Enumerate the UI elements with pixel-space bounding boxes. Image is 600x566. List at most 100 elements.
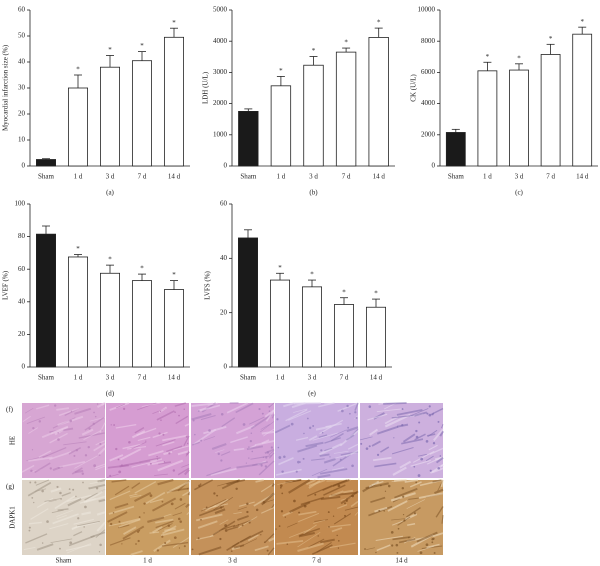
fiber bbox=[172, 537, 190, 549]
fiber bbox=[26, 416, 46, 424]
fiber bbox=[131, 460, 157, 468]
fiber bbox=[293, 408, 308, 413]
panel-label: (c) bbox=[515, 189, 523, 197]
nucleus bbox=[344, 502, 346, 505]
fiber bbox=[109, 454, 124, 462]
nucleus bbox=[174, 411, 176, 413]
fiber bbox=[191, 402, 214, 408]
fiber bbox=[289, 528, 311, 538]
nucleus bbox=[59, 491, 62, 495]
error-bar bbox=[342, 47, 351, 53]
y-tick-label: 100 bbox=[15, 200, 26, 208]
y-tick-label: 0 bbox=[22, 162, 26, 170]
y-tick-label: 6000 bbox=[421, 68, 436, 76]
fiber bbox=[67, 494, 92, 502]
fiber bbox=[320, 538, 335, 544]
nucleus bbox=[328, 525, 330, 528]
nucleus bbox=[241, 524, 244, 527]
fiber bbox=[255, 479, 264, 483]
nucleus bbox=[364, 548, 366, 550]
nucleus bbox=[429, 469, 432, 472]
error-bar bbox=[106, 55, 114, 68]
nucleus bbox=[109, 474, 112, 477]
fiber bbox=[440, 479, 444, 488]
fiber bbox=[160, 528, 185, 537]
nucleus bbox=[57, 432, 59, 434]
fiber bbox=[215, 449, 225, 453]
nucleus bbox=[268, 406, 270, 408]
nucleus bbox=[419, 551, 423, 555]
fiber bbox=[286, 522, 298, 528]
nucleus bbox=[395, 543, 399, 547]
significance-mark: * bbox=[108, 46, 112, 54]
fiber bbox=[428, 444, 438, 451]
nucleus bbox=[145, 440, 147, 442]
fiber bbox=[118, 524, 130, 529]
nucleus bbox=[217, 452, 220, 456]
nucleus bbox=[431, 541, 434, 544]
fiber bbox=[50, 538, 73, 544]
fiber bbox=[131, 441, 147, 450]
nucleus bbox=[375, 551, 377, 554]
nucleus bbox=[262, 456, 265, 458]
nucleus bbox=[183, 408, 185, 411]
fiber bbox=[374, 462, 397, 468]
fiber bbox=[254, 545, 269, 552]
fiber bbox=[414, 411, 428, 417]
nucleus bbox=[113, 424, 116, 426]
nucleus bbox=[164, 541, 167, 545]
nucleus bbox=[355, 417, 358, 419]
fiber bbox=[426, 543, 440, 549]
y-tick-label: 50 bbox=[18, 32, 26, 40]
fiber bbox=[97, 478, 106, 483]
nucleus bbox=[293, 499, 296, 503]
y-tick-label: 40 bbox=[18, 58, 26, 66]
nucleus bbox=[192, 419, 195, 422]
fiber bbox=[210, 467, 237, 476]
fiber bbox=[298, 531, 315, 538]
nucleus bbox=[72, 488, 75, 491]
fiber bbox=[127, 446, 147, 450]
fiber bbox=[95, 440, 106, 446]
nucleus bbox=[407, 536, 410, 539]
nucleus bbox=[121, 464, 123, 467]
nucleus bbox=[118, 470, 122, 474]
nucleus bbox=[179, 498, 183, 501]
nucleus bbox=[224, 524, 228, 527]
nucleus bbox=[110, 424, 112, 426]
nucleus bbox=[92, 422, 95, 425]
nucleus bbox=[277, 446, 280, 449]
fiber bbox=[232, 519, 252, 528]
y-axis-label: LVEF (%) bbox=[2, 270, 10, 300]
nucleus bbox=[417, 474, 421, 477]
fiber bbox=[49, 432, 68, 444]
y-tick-label: 0 bbox=[224, 363, 228, 371]
y-axis-label: LDH (U/L) bbox=[202, 71, 210, 104]
fiber bbox=[49, 523, 69, 530]
nucleus bbox=[278, 525, 281, 527]
fiber bbox=[98, 498, 106, 503]
fiber bbox=[254, 440, 275, 447]
fiber bbox=[122, 443, 142, 450]
fiber bbox=[404, 479, 419, 483]
fiber bbox=[314, 519, 329, 522]
fiber bbox=[311, 544, 333, 555]
fiber bbox=[23, 546, 36, 550]
nucleus bbox=[237, 524, 240, 526]
nucleus bbox=[248, 521, 251, 524]
nucleus bbox=[368, 445, 371, 448]
fiber bbox=[271, 483, 275, 487]
fiber bbox=[38, 450, 52, 458]
nucleus bbox=[428, 405, 431, 408]
nucleus bbox=[83, 526, 85, 528]
fiber bbox=[401, 438, 424, 445]
significance-mark: * bbox=[172, 271, 176, 279]
fiber bbox=[214, 508, 226, 515]
fiber bbox=[141, 402, 161, 407]
fiber bbox=[441, 515, 444, 524]
fiber bbox=[90, 531, 106, 538]
fiber bbox=[42, 446, 67, 459]
nucleus bbox=[87, 445, 90, 449]
nucleus bbox=[337, 484, 341, 488]
significance-mark: * bbox=[140, 42, 144, 50]
